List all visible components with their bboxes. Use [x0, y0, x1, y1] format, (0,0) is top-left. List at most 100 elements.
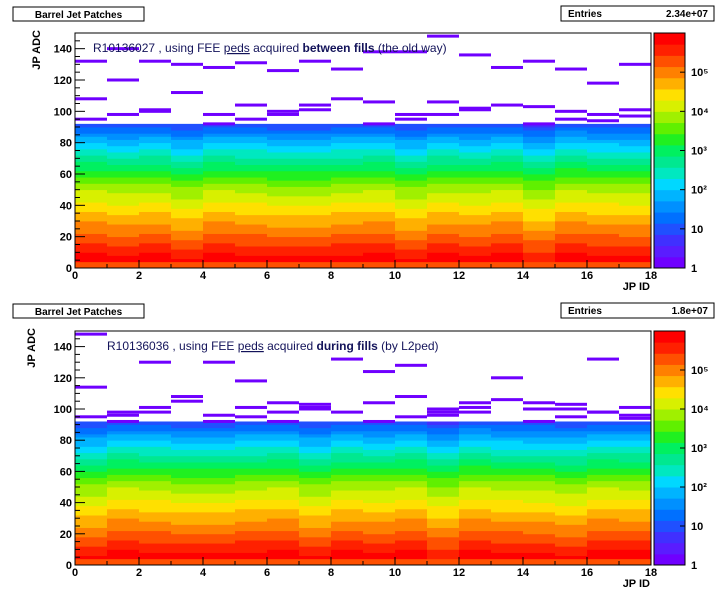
heatmap-cell: [331, 230, 363, 234]
heatmap-cell: [139, 249, 171, 253]
heatmap-cell: [619, 421, 651, 425]
heatmap-cell: [75, 252, 107, 256]
heatmap-cell: [267, 109, 299, 113]
heatmap-cell: [331, 546, 363, 550]
heatmap-cell: [299, 148, 331, 153]
heatmap-cell: [139, 452, 171, 457]
heatmap-cell: [395, 452, 427, 457]
heatmap-cell: [139, 468, 171, 472]
heatmap-cell: [267, 205, 299, 209]
heatmap-cell: [299, 527, 331, 532]
heatmap-cell: [587, 490, 619, 494]
color-scale-bin: [654, 256, 685, 269]
heatmap-cell: [203, 552, 235, 557]
heatmap-cell: [363, 521, 395, 525]
heatmap-cell: [523, 521, 555, 525]
heatmap-cell: [75, 455, 107, 460]
heatmap-cell: [235, 521, 267, 525]
heatmap-cell: [235, 515, 267, 519]
heatmap-cell: [331, 155, 363, 159]
heatmap-cell: [523, 468, 555, 472]
heatmap-cell: [171, 236, 203, 241]
heatmap-cell: [75, 490, 107, 494]
heatmap-cell: [587, 508, 619, 513]
heatmap-cell: [171, 242, 203, 247]
heatmap-cell: [299, 261, 331, 266]
heatmap-cell: [299, 236, 331, 241]
heatmap-cell: [107, 136, 139, 140]
heatmap-cell: [171, 239, 203, 244]
heatmap-cell: [267, 170, 299, 175]
heatmap-cell: [75, 97, 107, 101]
heatmap-cell: [395, 189, 427, 194]
heatmap-cell: [139, 437, 171, 441]
heatmap-cell: [555, 543, 587, 547]
heatmap-cell: [459, 249, 491, 253]
heatmap-cell: [587, 183, 619, 187]
heatmap-cell: [235, 142, 267, 147]
heatmap-cell: [203, 170, 235, 175]
heatmap-cell: [107, 183, 139, 187]
heatmap-cell: [331, 177, 363, 181]
heatmap-cell: [427, 202, 459, 206]
heatmap-cell: [491, 533, 523, 538]
heatmap-cell: [555, 155, 587, 159]
heatmap-cell: [395, 471, 427, 475]
heatmap-cell: [459, 214, 491, 219]
heatmap-cell: [139, 508, 171, 513]
heatmap-cell: [491, 170, 523, 175]
heatmap-cell: [107, 208, 139, 212]
color-scale-label: 10⁵: [691, 365, 708, 377]
heatmap-cell: [427, 180, 459, 184]
heatmap-cell: [331, 174, 363, 178]
heatmap-cell: [523, 208, 555, 212]
heatmap-cell: [331, 261, 363, 266]
heatmap-cell: [75, 487, 107, 491]
heatmap-cell: [523, 122, 555, 126]
heatmap-cell: [395, 224, 427, 228]
heatmap-cell: [299, 59, 331, 63]
y-tick-label: 140: [54, 342, 72, 354]
color-scale-label: 10⁴: [691, 404, 709, 416]
heatmap-cell: [235, 252, 267, 256]
heatmap-cell: [555, 508, 587, 513]
heatmap-cell: [235, 258, 267, 263]
heatmap-cell: [523, 401, 555, 405]
heatmap-cell: [75, 133, 107, 137]
heatmap-cell: [491, 255, 523, 259]
color-scale-bin: [654, 88, 685, 101]
y-tick-label: 140: [54, 44, 72, 56]
heatmap-cell: [523, 407, 555, 411]
heatmap-cell: [619, 487, 651, 491]
heatmap-cell: [395, 155, 427, 159]
x-tick-label: 14: [517, 270, 530, 282]
heatmap-cell: [139, 189, 171, 194]
heatmap-cell: [427, 540, 459, 544]
heatmap-cell: [267, 421, 299, 425]
heatmap-cell: [459, 477, 491, 482]
heatmap-cell: [107, 130, 139, 134]
heatmap-cell: [139, 230, 171, 234]
heatmap-cell: [587, 119, 619, 123]
heatmap-cell: [587, 552, 619, 557]
heatmap-cell: [555, 180, 587, 184]
heatmap-cell: [587, 236, 619, 241]
heatmap-cell: [427, 437, 459, 441]
heatmap-cell: [107, 430, 139, 435]
heatmap-cell: [619, 164, 651, 169]
heatmap-cell: [395, 524, 427, 528]
heatmap-cell: [139, 427, 171, 432]
heatmap-cell: [395, 395, 427, 399]
heatmap-cell: [619, 148, 651, 153]
heatmap-cell: [459, 508, 491, 513]
heatmap-cell: [555, 521, 587, 525]
heatmap-cell: [491, 471, 523, 475]
heatmap-cell: [235, 480, 267, 485]
heatmap-cell: [139, 239, 171, 244]
heatmap-cell: [331, 468, 363, 472]
heatmap-cell: [427, 511, 459, 516]
heatmap-cell: [427, 255, 459, 259]
heatmap-cell: [107, 413, 139, 417]
heatmap-cell: [363, 524, 395, 528]
heatmap-cell: [363, 468, 395, 472]
